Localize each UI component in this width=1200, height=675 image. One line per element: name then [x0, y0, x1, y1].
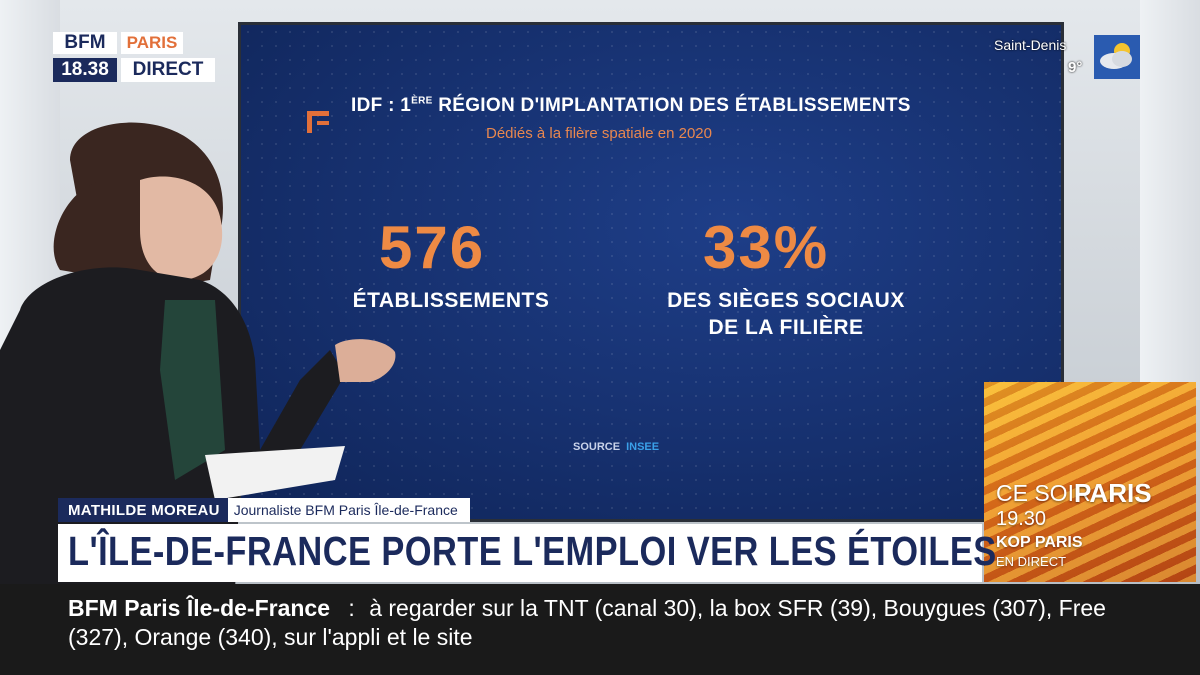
promo-city-label: PARIS: [1074, 478, 1152, 508]
weather-city: Saint-Denis: [994, 37, 1067, 53]
weather-temperature: 9°: [1068, 59, 1083, 76]
screen-subtitle: Dédiés à la filère spatiale en 2020: [486, 125, 712, 142]
logo-city: PARIS: [121, 32, 183, 54]
studio-wall-right: [1140, 0, 1200, 400]
ticker-text: BFM Paris Île-de-France : à regarder sur…: [68, 594, 1168, 652]
weather-widget: Saint-Denis 9°: [990, 35, 1140, 85]
stat-headquarters-value: 33%: [703, 214, 830, 281]
bfm-mark-icon: [307, 111, 329, 133]
stat-establishments-label: ÉTABLISSEMENTS: [352, 289, 550, 312]
channel-logo: BFM PARIS 18.38 DIRECT: [53, 32, 215, 84]
ticker-channel: BFM Paris Île-de-France: [68, 595, 331, 621]
promo-tonight-label: CE SOIR: [996, 480, 1091, 506]
clock-time: 18.38: [53, 58, 117, 82]
headline-text: L'ÎLE-DE-FRANCE PORTE L'EMPLOI VER LES É…: [68, 528, 997, 574]
promo-box: CE SOIR PARIS 19.30 KOP PARIS EN DIRECT: [984, 382, 1196, 582]
stat-headquarters-label: DES SIÈGES SOCIAUX DE LA FILIÈRE: [667, 289, 905, 339]
stat-establishments-value: 576: [379, 214, 486, 281]
ticker-message: à regarder sur la TNT (canal 30), la box…: [68, 595, 1106, 650]
logo-bfm: BFM: [53, 32, 117, 54]
ticker-separator: :: [348, 595, 355, 621]
news-ticker: BFM Paris Île-de-France : à regarder sur…: [0, 584, 1200, 675]
presenter-role: Journaliste BFM Paris Île-de-France: [227, 498, 470, 522]
presenter-name-bar: MATHILDE MOREAU Journaliste BFM Paris Îl…: [58, 498, 470, 522]
headline-bar: L'ÎLE-DE-FRANCE PORTE L'EMPLOI VER LES É…: [58, 524, 996, 582]
live-badge: DIRECT: [121, 58, 215, 82]
promo-show-title: KOP PARIS: [996, 534, 1083, 551]
promo-stadium-image: [984, 382, 1196, 582]
screen-dot-pattern: [241, 25, 1061, 519]
screen-source: SOURCE INSEE: [573, 441, 660, 453]
screen-title: IDF : 1ÈRE RÉGION D'IMPLANTATION DES ÉTA…: [351, 95, 911, 116]
promo-live-label: EN DIRECT: [996, 554, 1067, 569]
studio-screen: IDF : 1ÈRE RÉGION D'IMPLANTATION DES ÉTA…: [238, 22, 1064, 522]
promo-time: 19.30: [996, 508, 1047, 530]
presenter-name: MATHILDE MOREAU: [68, 501, 220, 519]
cloud-sun-icon: [1094, 35, 1140, 79]
